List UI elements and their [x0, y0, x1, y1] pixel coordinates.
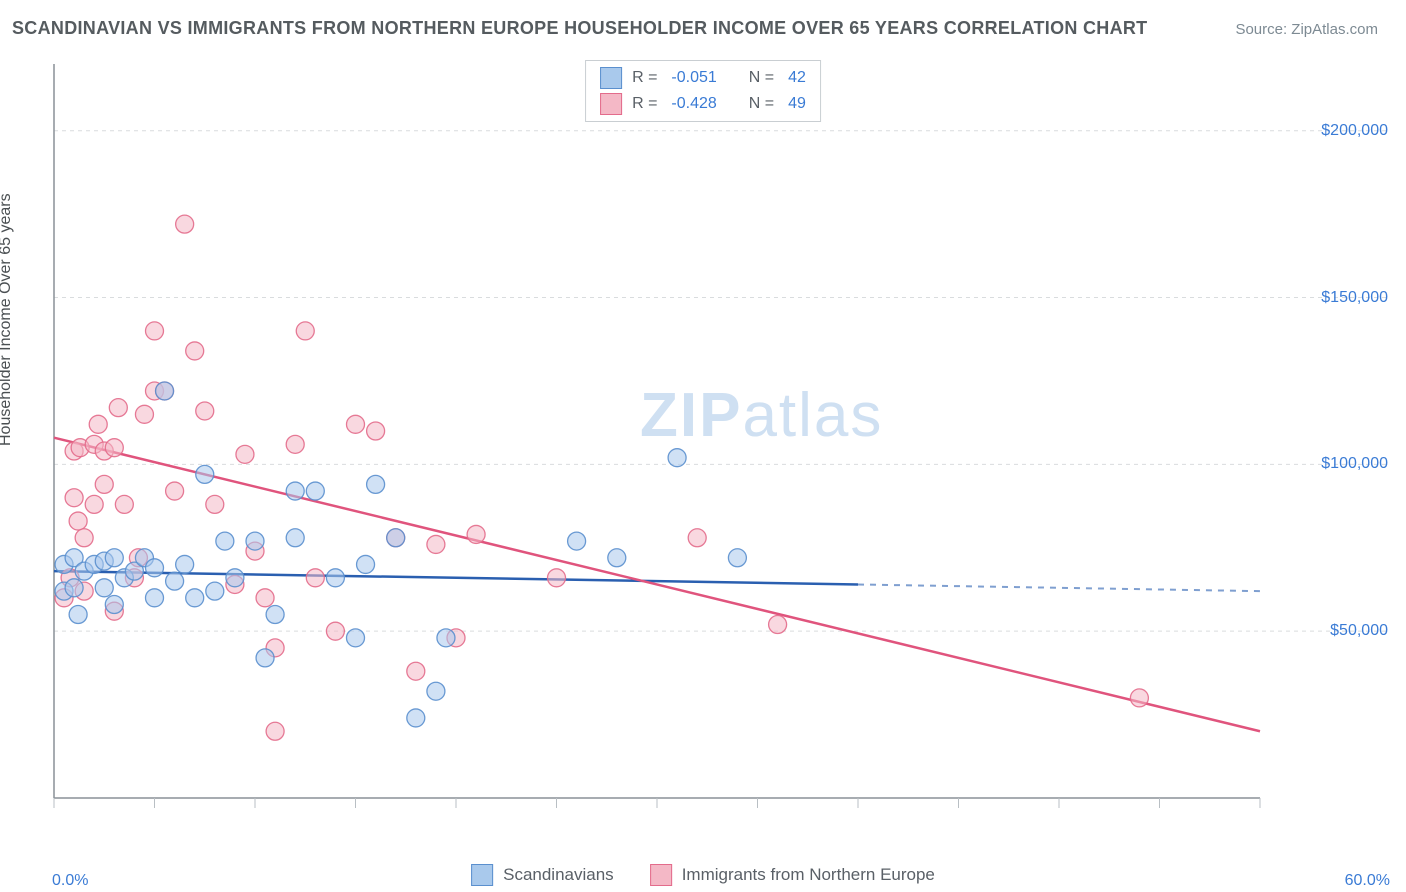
title-row: SCANDINAVIAN VS IMMIGRANTS FROM NORTHERN… [0, 18, 1406, 39]
r-label: R = [632, 69, 657, 87]
series-legend: Scandinavians Immigrants from Northern E… [471, 864, 935, 886]
chart-title: SCANDINAVIAN VS IMMIGRANTS FROM NORTHERN… [12, 18, 1147, 39]
correlation-legend: R = -0.051 N = 42 R = -0.428 N = 49 [585, 60, 821, 122]
n-label: N = [749, 95, 774, 113]
corr-row-1: R = -0.428 N = 49 [586, 91, 820, 117]
r-value-1: -0.428 [671, 95, 716, 113]
n-label: N = [749, 69, 774, 87]
y-tick-label: $100,000 [1321, 455, 1388, 473]
legend-label-0: Scandinavians [503, 865, 614, 885]
y-axis-label: Householder Income Over 65 years [0, 193, 15, 446]
legend-swatch-1 [650, 864, 672, 886]
legend-swatch-0 [471, 864, 493, 886]
source-label: Source: ZipAtlas.com [1235, 21, 1378, 38]
r-value-0: -0.051 [671, 69, 716, 87]
plot-area [52, 58, 1390, 828]
y-tick-label: $50,000 [1330, 622, 1388, 640]
n-value-1: 49 [788, 95, 806, 113]
chart-container: SCANDINAVIAN VS IMMIGRANTS FROM NORTHERN… [0, 0, 1406, 892]
legend-label-1: Immigrants from Northern Europe [682, 865, 935, 885]
legend-item-0: Scandinavians [471, 864, 614, 886]
y-tick-label: $150,000 [1321, 289, 1388, 307]
corr-swatch-0 [600, 67, 622, 89]
legend-item-1: Immigrants from Northern Europe [650, 864, 935, 886]
y-tick-label: $200,000 [1321, 122, 1388, 140]
corr-swatch-1 [600, 93, 622, 115]
r-label: R = [632, 95, 657, 113]
corr-row-0: R = -0.051 N = 42 [586, 65, 820, 91]
plot-svg [52, 58, 1390, 828]
x-max-label: 60.0% [1345, 872, 1390, 890]
n-value-0: 42 [788, 69, 806, 87]
x-min-label: 0.0% [52, 872, 88, 890]
